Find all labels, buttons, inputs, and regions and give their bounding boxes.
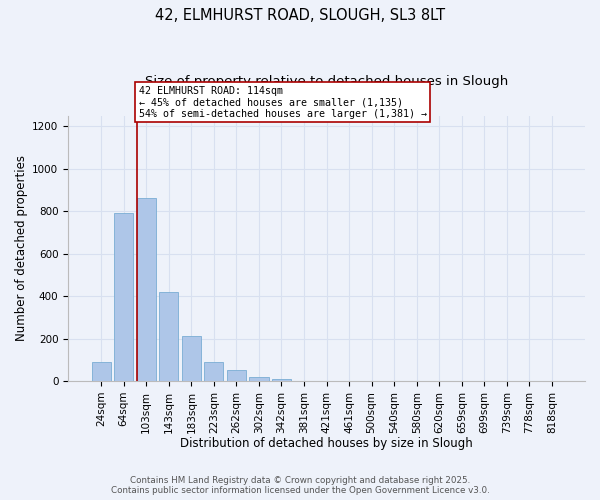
Y-axis label: Number of detached properties: Number of detached properties xyxy=(15,156,28,342)
Bar xyxy=(159,292,178,381)
Bar xyxy=(182,336,201,381)
Text: 42, ELMHURST ROAD, SLOUGH, SL3 8LT: 42, ELMHURST ROAD, SLOUGH, SL3 8LT xyxy=(155,8,445,22)
Bar xyxy=(250,376,269,381)
Text: 42 ELMHURST ROAD: 114sqm
← 45% of detached houses are smaller (1,135)
54% of sem: 42 ELMHURST ROAD: 114sqm ← 45% of detach… xyxy=(139,86,427,118)
X-axis label: Distribution of detached houses by size in Slough: Distribution of detached houses by size … xyxy=(180,437,473,450)
Bar xyxy=(137,198,156,381)
Bar xyxy=(92,362,111,381)
Bar xyxy=(227,370,246,381)
Bar xyxy=(272,379,291,381)
Bar xyxy=(114,213,133,381)
Text: Contains HM Land Registry data © Crown copyright and database right 2025.
Contai: Contains HM Land Registry data © Crown c… xyxy=(110,476,490,495)
Title: Size of property relative to detached houses in Slough: Size of property relative to detached ho… xyxy=(145,75,508,88)
Bar xyxy=(205,362,223,381)
